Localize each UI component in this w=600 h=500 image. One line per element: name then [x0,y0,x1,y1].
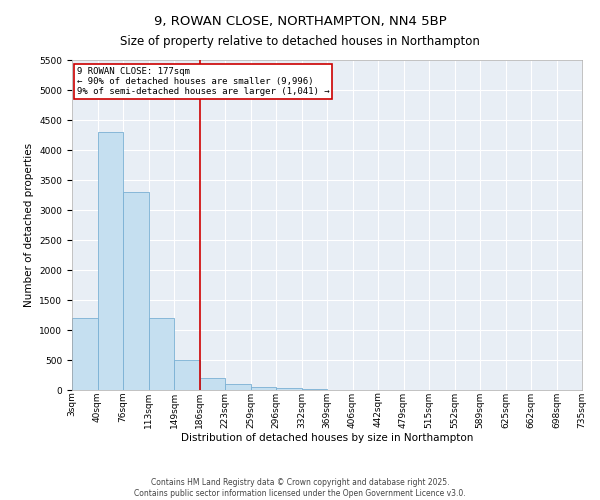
Text: Contains HM Land Registry data © Crown copyright and database right 2025.
Contai: Contains HM Land Registry data © Crown c… [134,478,466,498]
Bar [251,387,276,390]
Y-axis label: Number of detached properties: Number of detached properties [24,143,34,307]
Text: Size of property relative to detached houses in Northampton: Size of property relative to detached ho… [120,35,480,48]
Text: 9, ROWAN CLOSE, NORTHAMPTON, NN4 5BP: 9, ROWAN CLOSE, NORTHAMPTON, NN4 5BP [154,15,446,28]
Bar [123,192,149,390]
Bar [174,360,199,390]
Bar [72,318,97,390]
Bar [276,388,302,390]
Bar [97,132,123,390]
Text: 9 ROWAN CLOSE: 177sqm
← 90% of detached houses are smaller (9,996)
9% of semi-de: 9 ROWAN CLOSE: 177sqm ← 90% of detached … [77,66,330,96]
X-axis label: Distribution of detached houses by size in Northampton: Distribution of detached houses by size … [181,434,473,444]
Bar [199,378,225,390]
Bar [302,389,327,390]
Bar [225,384,251,390]
Bar [149,318,174,390]
